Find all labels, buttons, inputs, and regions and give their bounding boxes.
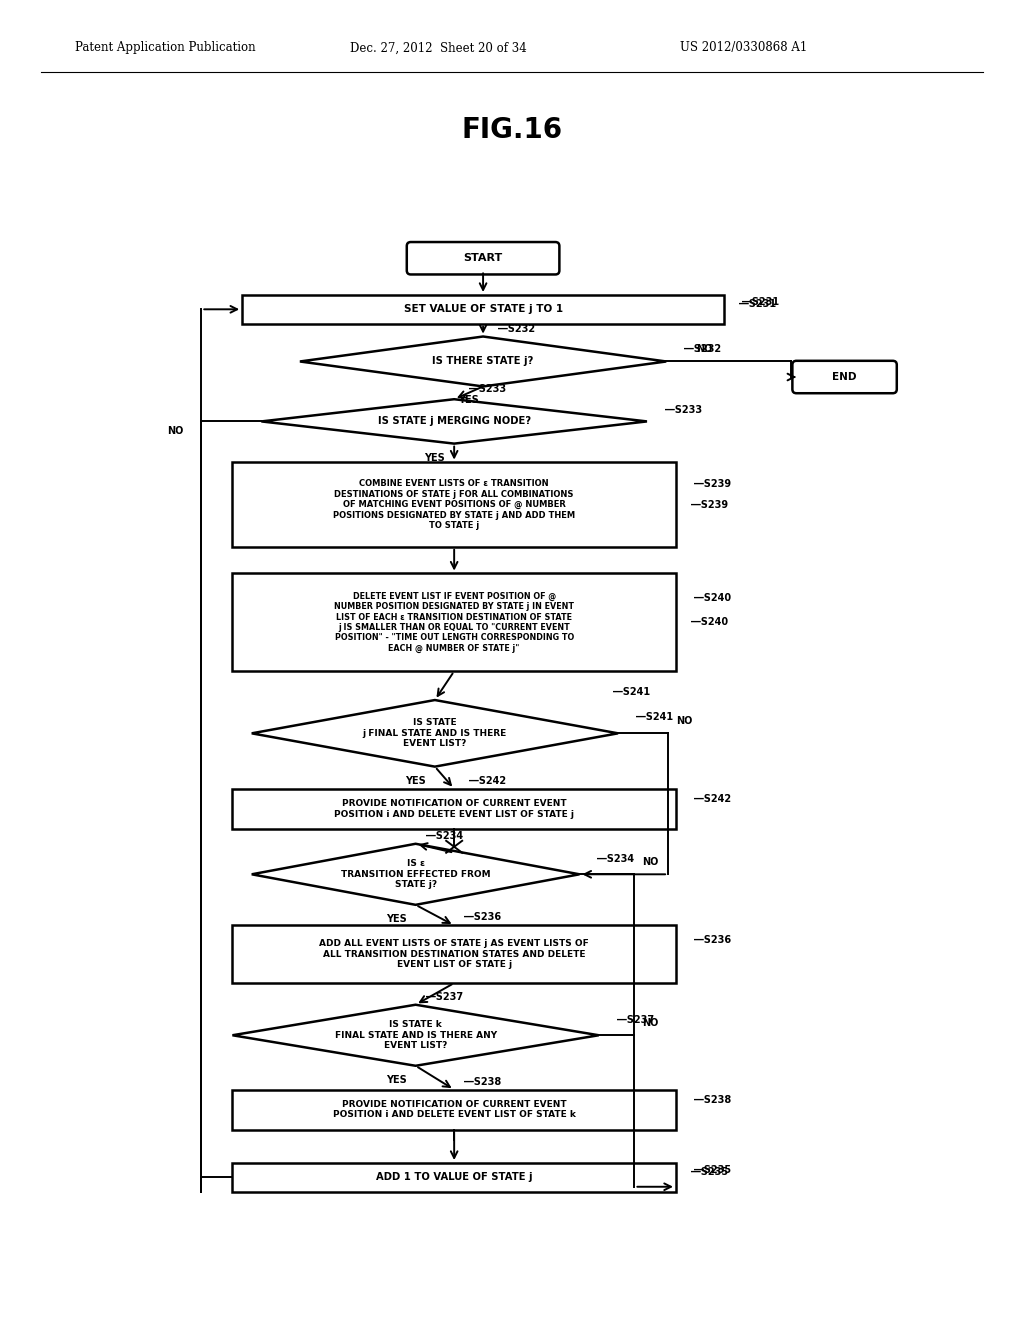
Text: SET VALUE OF STATE j TO 1: SET VALUE OF STATE j TO 1 xyxy=(403,305,562,314)
Text: FIG.16: FIG.16 xyxy=(462,116,562,144)
Text: YES: YES xyxy=(404,776,426,785)
Text: YES: YES xyxy=(424,453,444,462)
Text: ―S241: ―S241 xyxy=(636,711,673,722)
Text: ―S233: ―S233 xyxy=(469,384,506,395)
Text: ―S234: ―S234 xyxy=(597,854,635,865)
Bar xyxy=(232,1089,676,1130)
Text: PROVIDE NOTIFICATION OF CURRENT EVENT
POSITION i AND DELETE EVENT LIST OF STATE : PROVIDE NOTIFICATION OF CURRENT EVENT PO… xyxy=(334,799,574,818)
Text: ―S238: ―S238 xyxy=(694,1094,731,1105)
Text: YES: YES xyxy=(386,913,407,924)
Polygon shape xyxy=(300,337,667,387)
Text: NO: NO xyxy=(642,1018,658,1028)
Text: ―S234: ―S234 xyxy=(426,830,463,841)
Bar xyxy=(232,462,676,546)
Text: START: START xyxy=(464,253,503,263)
Text: ―S239: ―S239 xyxy=(691,500,728,510)
Text: DELETE EVENT LIST IF EVENT POSITION OF @
NUMBER POSITION DESIGNATED BY STATE j I: DELETE EVENT LIST IF EVENT POSITION OF @… xyxy=(334,591,574,653)
Text: ―S235: ―S235 xyxy=(691,1167,728,1177)
Text: COMBINE EVENT LISTS OF ε TRANSITION
DESTINATIONS OF STATE j FOR ALL COMBINATIONS: COMBINE EVENT LISTS OF ε TRANSITION DEST… xyxy=(333,479,575,531)
Text: ―S231: ―S231 xyxy=(739,300,776,309)
Text: US 2012/0330868 A1: US 2012/0330868 A1 xyxy=(680,41,807,54)
Text: NO: NO xyxy=(167,426,183,437)
Text: Dec. 27, 2012  Sheet 20 of 34: Dec. 27, 2012 Sheet 20 of 34 xyxy=(350,41,526,54)
Text: IS STATE
j FINAL STATE AND IS THERE
EVENT LIST?: IS STATE j FINAL STATE AND IS THERE EVEN… xyxy=(362,718,507,748)
Text: NO: NO xyxy=(696,345,713,355)
Polygon shape xyxy=(252,843,580,904)
Text: IS STATE j MERGING NODE?: IS STATE j MERGING NODE? xyxy=(378,416,530,426)
Text: ―S241: ―S241 xyxy=(613,686,650,697)
Text: ―S242: ―S242 xyxy=(694,793,731,804)
Text: IS ε
TRANSITION EFFECTED FROM
STATE j?: IS ε TRANSITION EFFECTED FROM STATE j? xyxy=(341,859,490,890)
Text: END: END xyxy=(833,372,857,381)
Text: IS THERE STATE j?: IS THERE STATE j? xyxy=(432,356,534,367)
Text: ADD 1 TO VALUE OF STATE j: ADD 1 TO VALUE OF STATE j xyxy=(376,1172,532,1183)
FancyBboxPatch shape xyxy=(793,360,897,393)
Polygon shape xyxy=(252,700,618,767)
Bar xyxy=(242,294,724,323)
Text: ADD ALL EVENT LISTS OF STATE j AS EVENT LISTS OF
ALL TRANSITION DESTINATION STAT: ADD ALL EVENT LISTS OF STATE j AS EVENT … xyxy=(319,940,589,969)
Text: NO: NO xyxy=(676,717,692,726)
Polygon shape xyxy=(232,1005,599,1065)
Text: YES: YES xyxy=(458,396,479,405)
Text: YES: YES xyxy=(386,1074,407,1085)
Bar xyxy=(232,573,676,671)
Bar xyxy=(232,925,676,983)
Text: ―S238: ―S238 xyxy=(464,1077,502,1086)
Text: ―S237: ―S237 xyxy=(616,1015,654,1026)
Bar xyxy=(232,1163,676,1192)
Text: ―S233: ―S233 xyxy=(665,405,702,416)
Text: ―S236: ―S236 xyxy=(464,912,502,923)
Text: Patent Application Publication: Patent Application Publication xyxy=(75,41,256,54)
Text: IS STATE k
FINAL STATE AND IS THERE ANY
EVENT LIST?: IS STATE k FINAL STATE AND IS THERE ANY … xyxy=(335,1020,497,1051)
Text: ―S239: ―S239 xyxy=(694,479,731,488)
Text: ―S240: ―S240 xyxy=(691,618,728,627)
Text: ―S232: ―S232 xyxy=(684,345,721,354)
Text: ―S231: ―S231 xyxy=(742,297,779,308)
FancyBboxPatch shape xyxy=(407,242,559,275)
Text: ―S237: ―S237 xyxy=(426,991,463,1002)
Text: PROVIDE NOTIFICATION OF CURRENT EVENT
POSITION i AND DELETE EVENT LIST OF STATE : PROVIDE NOTIFICATION OF CURRENT EVENT PO… xyxy=(333,1100,575,1119)
Text: ―S240: ―S240 xyxy=(694,593,731,603)
Bar xyxy=(232,789,676,829)
Text: ―S232: ―S232 xyxy=(498,323,536,334)
Text: ―S235: ―S235 xyxy=(694,1166,731,1175)
Text: ―S236: ―S236 xyxy=(694,935,731,945)
Text: ―S242: ―S242 xyxy=(469,776,506,785)
Polygon shape xyxy=(261,399,647,444)
Text: NO: NO xyxy=(642,857,658,867)
